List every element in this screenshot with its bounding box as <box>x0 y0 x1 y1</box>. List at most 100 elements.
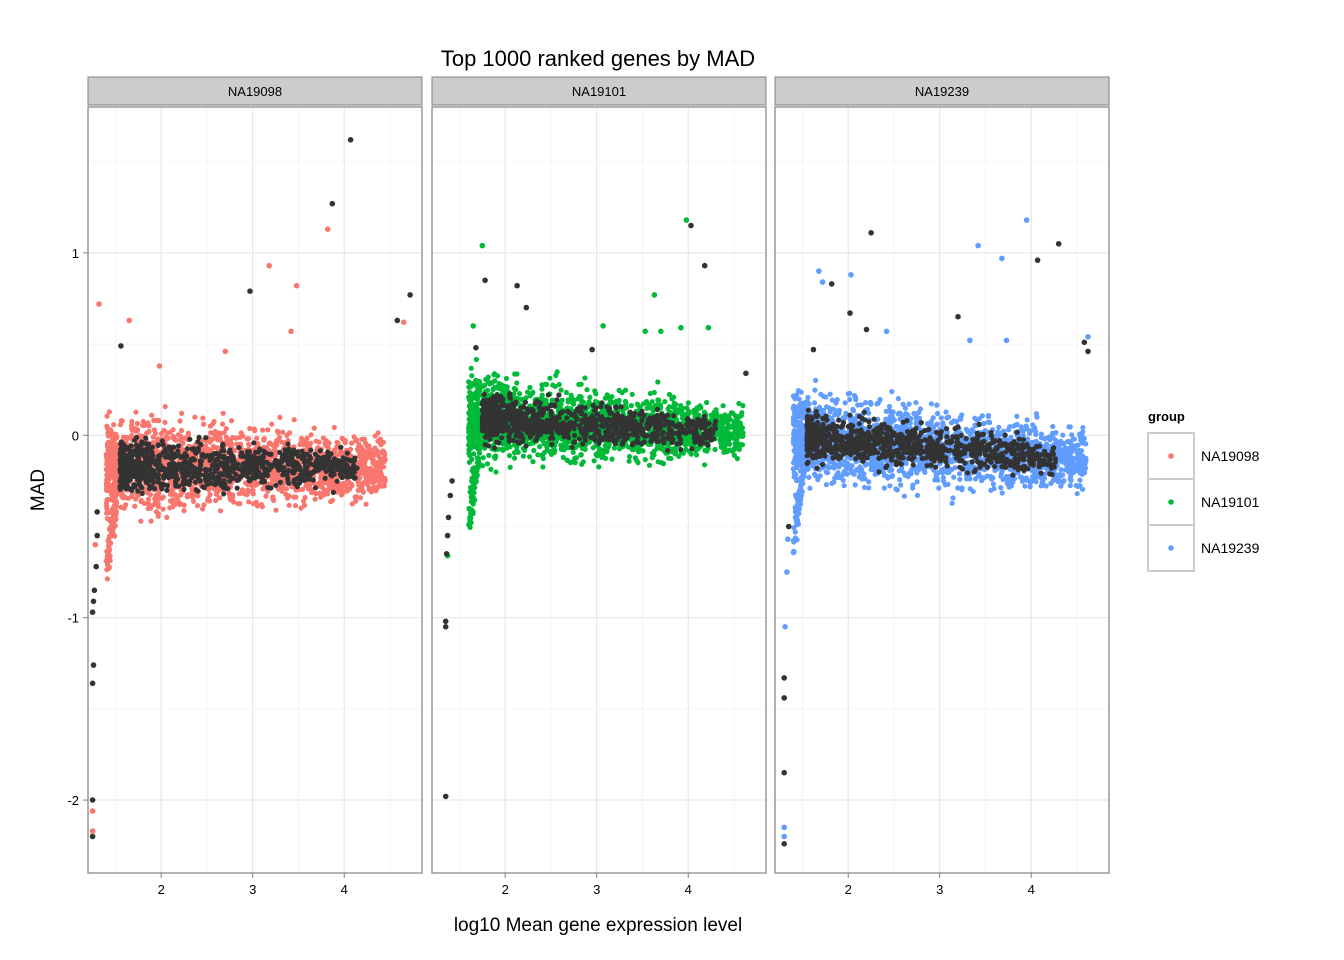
data-point <box>400 319 407 326</box>
data-point-highlight <box>248 461 255 467</box>
data-point-highlight <box>303 457 309 464</box>
data-point <box>507 464 513 470</box>
data-point <box>476 378 483 385</box>
data-point <box>353 498 359 504</box>
data-point <box>303 438 309 444</box>
data-point <box>188 493 194 499</box>
data-point-highlight <box>200 451 206 457</box>
data-point-highlight <box>277 479 283 485</box>
data-point <box>301 442 307 448</box>
data-point <box>726 441 733 447</box>
data-point <box>266 262 273 269</box>
facet-strip <box>431 76 767 106</box>
data-point <box>105 538 111 544</box>
data-point <box>106 475 112 481</box>
data-point <box>694 452 700 458</box>
data-point-highlight <box>247 288 253 295</box>
data-point <box>611 445 618 451</box>
data-point <box>720 403 726 409</box>
data-point-highlight <box>294 475 301 482</box>
data-point-highlight <box>340 474 346 480</box>
data-point <box>223 434 229 440</box>
data-point <box>735 434 741 440</box>
data-point <box>247 425 253 432</box>
data-point-highlight <box>94 509 100 515</box>
data-point <box>111 440 117 446</box>
data-point-highlight <box>343 469 349 475</box>
data-point <box>469 496 475 502</box>
data-point <box>148 505 154 511</box>
data-point-highlight <box>189 446 195 452</box>
data-point <box>468 415 474 422</box>
data-point <box>687 441 693 447</box>
data-point-highlight <box>221 478 227 484</box>
data-point <box>162 461 168 467</box>
data-point <box>731 430 738 436</box>
data-point <box>150 434 156 440</box>
data-point <box>293 494 299 500</box>
data-point <box>357 475 363 481</box>
data-point <box>363 465 369 471</box>
data-point <box>250 491 256 497</box>
data-point <box>134 420 140 427</box>
data-point <box>126 317 132 324</box>
data-point <box>579 445 586 451</box>
data-point-highlight <box>225 470 231 476</box>
data-point <box>549 397 555 403</box>
data-point <box>342 437 348 444</box>
data-point <box>499 446 506 452</box>
data-point <box>288 328 294 335</box>
data-point <box>591 458 597 464</box>
data-point-highlight <box>118 439 124 445</box>
data-point-highlight <box>89 680 96 687</box>
data-point <box>470 391 476 397</box>
data-point <box>162 404 168 410</box>
data-point <box>276 486 282 492</box>
data-point-highlight <box>234 485 240 491</box>
data-point <box>104 423 110 429</box>
data-point-highlight <box>338 444 344 450</box>
data-point <box>129 418 135 425</box>
data-point <box>155 513 161 519</box>
data-point <box>277 414 283 420</box>
data-point <box>299 435 305 442</box>
data-point <box>592 388 598 394</box>
data-point <box>265 488 271 494</box>
data-point <box>702 462 708 468</box>
data-point <box>239 487 246 493</box>
data-point-highlight <box>331 456 337 462</box>
data-point <box>192 414 198 420</box>
data-point <box>511 391 517 397</box>
data-point-highlight <box>90 662 97 668</box>
data-point <box>558 387 564 393</box>
data-point-highlight <box>259 459 265 465</box>
data-point <box>571 397 578 403</box>
data-point-highlight <box>257 455 263 461</box>
data-point-highlight <box>129 468 135 474</box>
data-point-highlight <box>193 450 199 456</box>
data-point <box>356 444 362 450</box>
data-point <box>170 433 176 439</box>
data-point <box>108 497 115 503</box>
data-point <box>726 423 733 429</box>
data-point <box>353 494 359 500</box>
data-point <box>379 474 385 481</box>
data-point-highlight <box>407 292 413 298</box>
data-point-highlight <box>118 452 124 458</box>
data-point <box>551 449 557 456</box>
data-point <box>313 490 319 497</box>
data-point <box>158 431 164 437</box>
data-point <box>604 449 610 455</box>
data-point <box>469 479 475 485</box>
data-point <box>270 495 276 501</box>
data-point <box>628 403 635 409</box>
data-point <box>155 500 161 506</box>
data-point <box>709 412 715 419</box>
data-point <box>476 447 482 453</box>
data-point-highlight <box>244 473 250 479</box>
data-point-highlight <box>155 442 162 448</box>
data-point <box>580 459 586 465</box>
data-point-highlight <box>279 466 285 472</box>
data-point-highlight <box>303 451 309 458</box>
data-point <box>356 453 362 459</box>
